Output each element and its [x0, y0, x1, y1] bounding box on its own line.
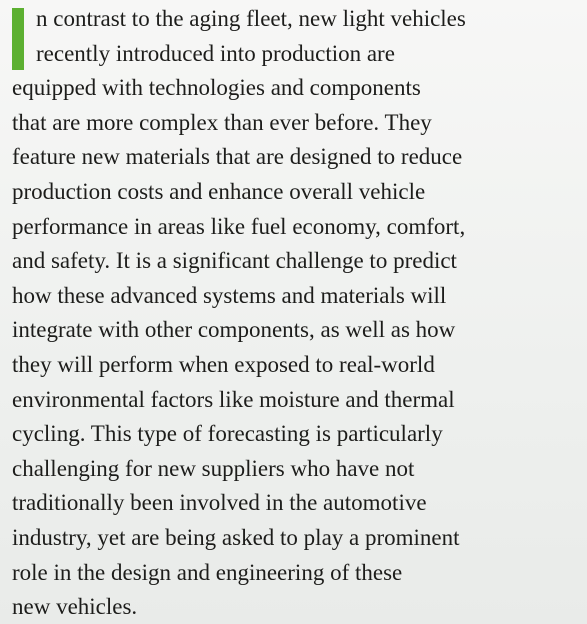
text-line: production costs and enhance overall veh…: [12, 178, 426, 204]
text-line: and safety. It is a significant challeng…: [12, 248, 457, 274]
text-line: new vehicles.: [12, 594, 138, 620]
drop-cap-bar: [12, 8, 24, 70]
text-line: how these advanced systems and materials…: [12, 282, 447, 308]
text-line: n contrast to the aging fleet, new light…: [36, 6, 466, 31]
text-line: industry, yet are being asked to play a …: [12, 524, 460, 550]
text-line: role in the design and engineering of th…: [12, 559, 403, 585]
text-line: recently introduced into production are: [36, 40, 395, 66]
paragraph: n contrast to the aging fleet, new light…: [12, 2, 466, 624]
text-line: integrate with other components, as well…: [12, 317, 456, 343]
text-line: environmental factors like moisture and …: [12, 386, 455, 412]
text-line: traditionally been involved in the autom…: [12, 490, 427, 516]
text-line: they will perform when exposed to real-w…: [12, 351, 435, 377]
text-line: feature new materials that are designed …: [12, 144, 463, 170]
text-line: equipped with technologies and component…: [12, 75, 421, 101]
text-line: that are more complex than ever before. …: [12, 109, 432, 135]
text-line: performance in areas like fuel economy, …: [12, 213, 466, 239]
text-line: cycling. This type of forecasting is par…: [12, 421, 443, 447]
text-line: challenging for new suppliers who have n…: [12, 455, 415, 481]
